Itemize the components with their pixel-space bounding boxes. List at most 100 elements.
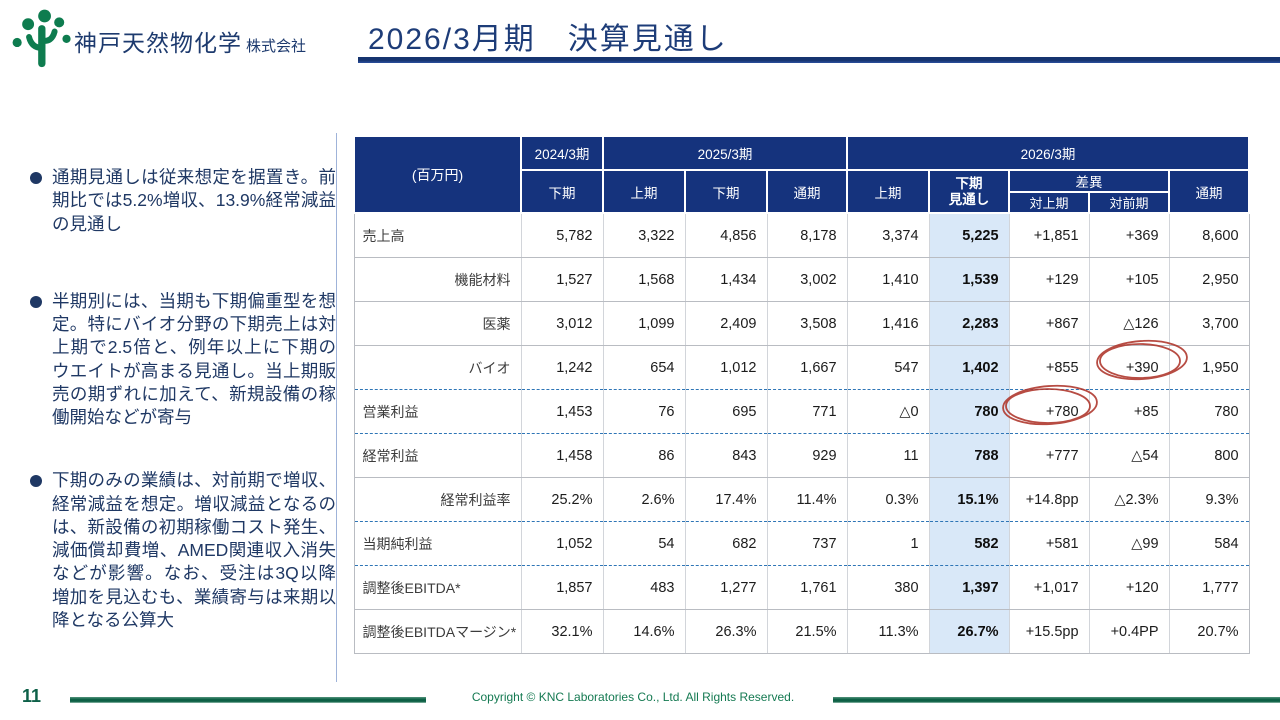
table-cell: 1,568 (602, 257, 686, 302)
table-cell: +390 (1088, 345, 1170, 390)
bullet-text: 半期別には、当期も下期偏重型を想定。特にバイオ分野の下期売上は対上期で2.5倍と… (52, 290, 336, 428)
table-cell: +855 (1008, 345, 1090, 390)
table-cell: +867 (1008, 301, 1090, 346)
title-underline (358, 57, 1280, 63)
table-cell: +105 (1088, 257, 1170, 302)
col-diff-group: 差異 (1008, 169, 1171, 193)
table-cell: 1,277 (684, 565, 768, 610)
table-row-functional-materials: 機能材料 1,527 1,568 1,434 3,002 1,410 1,539… (353, 257, 1250, 302)
table-cell: 1,012 (684, 345, 768, 390)
table-cell: 1,052 (520, 521, 604, 566)
table-cell: 11 (846, 433, 930, 478)
table-cell-forecast: 2,283 (928, 301, 1010, 346)
table-cell: +129 (1008, 257, 1090, 302)
table-cell: +1,017 (1008, 565, 1090, 610)
table-cell: 17.4% (684, 477, 768, 522)
row-label: バイオ (353, 345, 522, 390)
table-cell: 1 (846, 521, 930, 566)
table-row-adjusted-ebitda-margin: 調整後EBITDAマージン* 32.1% 14.6% 26.3% 21.5% 1… (353, 609, 1250, 654)
col-2026-fy: 通期 (1168, 169, 1251, 214)
table-cell-forecast: 788 (928, 433, 1010, 478)
table-cell: 380 (846, 565, 930, 610)
page-number: 11 (22, 686, 42, 706)
table-cell: +14.8pp (1008, 477, 1090, 522)
table-cell: +85 (1088, 389, 1170, 434)
table-cell: 1,950 (1168, 345, 1250, 390)
table-cell: +0.4PP (1088, 609, 1170, 654)
table-cell-forecast: 15.1% (928, 477, 1010, 522)
forecast-table: (百万円) 2024/3期 2025/3期 2026/3期 下期 上期 下期 通… (353, 135, 1251, 654)
footer-bar-left (70, 697, 426, 703)
table-cell: 11.3% (846, 609, 930, 654)
col-2024-h2: 下期 (520, 169, 604, 214)
table-cell: 25.2% (520, 477, 604, 522)
table-cell: 14.6% (602, 609, 686, 654)
col-group-2026: 2026/3期 (846, 135, 1251, 171)
table-cell: 2,409 (684, 301, 768, 346)
table-cell: +777 (1008, 433, 1090, 478)
col-2026-h1: 上期 (846, 169, 931, 214)
footer-bar-right (833, 697, 1280, 703)
bullet-dot-icon (30, 295, 42, 308)
row-label: 医薬 (353, 301, 522, 346)
row-label: 機能材料 (353, 257, 522, 302)
table-cell: 1,242 (520, 345, 604, 390)
table-row-sales: 売上高 5,782 3,322 4,856 8,178 3,374 5,225 … (353, 213, 1250, 258)
table-cell: 1,857 (520, 565, 604, 610)
table-cell: +369 (1088, 213, 1170, 258)
table-cell: 11.4% (766, 477, 848, 522)
table-cell: 800 (1168, 433, 1250, 478)
table-cell: +581 (1008, 521, 1090, 566)
table-cell: 3,374 (846, 213, 930, 258)
table-cell: +15.5pp (1008, 609, 1090, 654)
vertical-divider (336, 133, 337, 682)
table-row-pharma: 医薬 3,012 1,099 2,409 3,508 1,416 2,283 +… (353, 301, 1250, 346)
table-cell: 584 (1168, 521, 1250, 566)
table-cell: 771 (766, 389, 848, 434)
table-cell: △126 (1088, 301, 1170, 346)
table-cell: 26.3% (684, 609, 768, 654)
table-cell: 32.1% (520, 609, 604, 654)
row-label: 経常利益 (353, 433, 522, 478)
col-2025-h1: 上期 (602, 169, 686, 214)
table-cell: 2.6% (602, 477, 686, 522)
bullet-text: 下期のみの業績は、対前期で増収、経常減益を想定。増収減益となるのは、新設備の初期… (52, 470, 336, 630)
table-cell: 1,527 (520, 257, 604, 302)
table-cell: 54 (602, 521, 686, 566)
table-cell: 737 (766, 521, 848, 566)
table-cell: 1,453 (520, 389, 604, 434)
table-cell: 1,416 (846, 301, 930, 346)
table-cell: 76 (602, 389, 686, 434)
table-cell: 8,178 (766, 213, 848, 258)
row-label: 調整後EBITDA* (353, 565, 522, 610)
table-row-bio: バイオ 1,242 654 1,012 1,667 547 1,402 +855… (353, 345, 1250, 390)
table-cell-forecast: 1,397 (928, 565, 1010, 610)
table-cell: 843 (684, 433, 768, 478)
table-cell: 654 (602, 345, 686, 390)
table-row-ordinary-profit: 経常利益 1,458 86 843 929 11 788 +777 △54 80… (353, 433, 1250, 478)
table-cell: 21.5% (766, 609, 848, 654)
table-cell: △0 (846, 389, 930, 434)
table-cell-forecast: 582 (928, 521, 1010, 566)
bullet-item: 半期別には、当期も下期偏重型を想定。特にバイオ分野の下期売上は対上期で2.5倍と… (30, 290, 336, 430)
unit-label: (百万円) (353, 135, 522, 214)
table-cell: 547 (846, 345, 930, 390)
row-label: 当期純利益 (353, 521, 522, 566)
table-cell: 86 (602, 433, 686, 478)
table-row-ordinary-profit-margin: 経常利益率 25.2% 2.6% 17.4% 11.4% 0.3% 15.1% … (353, 477, 1250, 522)
commentary-panel: 通期見通しは従来想定を据置き。前期比では5.2%増収、13.9%経常減益の見通し… (30, 166, 336, 632)
table-cell: △54 (1088, 433, 1170, 478)
table-cell: 2,950 (1168, 257, 1250, 302)
col-2025-h2: 下期 (684, 169, 768, 214)
col-diff-vs-py: 対前期 (1088, 191, 1171, 214)
table-cell: 3,322 (602, 213, 686, 258)
bullet-dot-icon (30, 475, 42, 488)
row-label: 売上高 (353, 213, 522, 258)
col-group-2025: 2025/3期 (601, 135, 849, 171)
table-cell: 20.7% (1168, 609, 1250, 654)
table-cell: +1,851 (1008, 213, 1090, 258)
table-cell: 929 (766, 433, 848, 478)
bullet-text: 通期見通しは従来想定を据置き。前期比では5.2%増収、13.9%経常減益の見通し (52, 167, 336, 234)
company-name: 神戸天然物化学 株式会社 (74, 24, 306, 58)
